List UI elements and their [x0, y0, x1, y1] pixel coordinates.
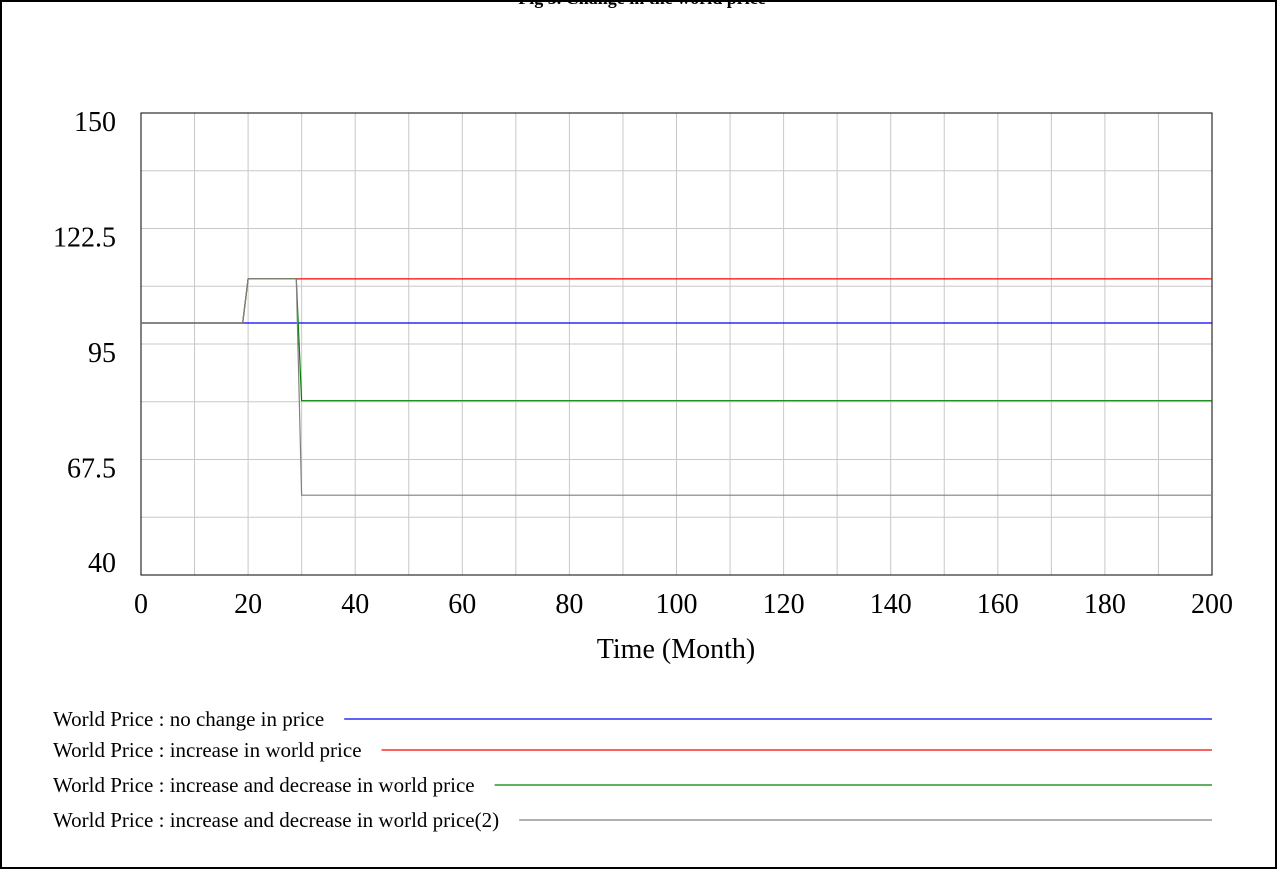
x-axis-title: Time (Month) — [597, 634, 755, 665]
legend-label: World Price : increase and decrease in w… — [53, 808, 499, 832]
y-tick-label: 150 — [74, 107, 116, 138]
legend: World Price : no change in price World Pr… — [53, 707, 1212, 832]
y-tick-label: 122.5 — [53, 223, 116, 254]
x-tick-label: 180 — [1084, 589, 1126, 620]
y-tick-label: 95 — [88, 338, 116, 369]
x-axis-ticks: 0 20 40 60 80 100 120 140 160 180 200 — [134, 589, 1233, 620]
legend-item: World Price : increase and decrease in w… — [53, 773, 1212, 797]
legend-item: World Price : increase in world price — [53, 738, 1212, 762]
y-axis-ticks: 40 67.5 95 122.5 150 — [53, 107, 116, 579]
legend-item: World Price : no change in price — [53, 707, 1212, 731]
x-tick-label: 60 — [448, 589, 476, 620]
grid — [141, 113, 1212, 575]
x-tick-label: 20 — [234, 589, 262, 620]
legend-item: World Price : increase and decrease in w… — [53, 808, 1212, 832]
x-tick-label: 120 — [763, 589, 805, 620]
x-tick-label: 0 — [134, 589, 148, 620]
x-tick-label: 40 — [341, 589, 369, 620]
x-tick-label: 100 — [656, 589, 698, 620]
x-tick-label: 200 — [1191, 589, 1233, 620]
y-tick-label: 67.5 — [67, 454, 116, 485]
x-tick-label: 140 — [870, 589, 912, 620]
legend-label: World Price : no change in price — [53, 707, 324, 731]
chart-title: Fig 3. Change in the world price — [2, 0, 1280, 9]
x-tick-label: 160 — [977, 589, 1019, 620]
x-tick-label: 80 — [555, 589, 583, 620]
series-lines — [141, 278, 1212, 496]
series-line-4 — [141, 278, 1212, 496]
legend-label: World Price : increase in world price — [53, 738, 362, 762]
legend-label: World Price : increase and decrease in w… — [53, 773, 475, 797]
plot-area — [140, 112, 1213, 576]
y-tick-label: 40 — [88, 548, 116, 579]
